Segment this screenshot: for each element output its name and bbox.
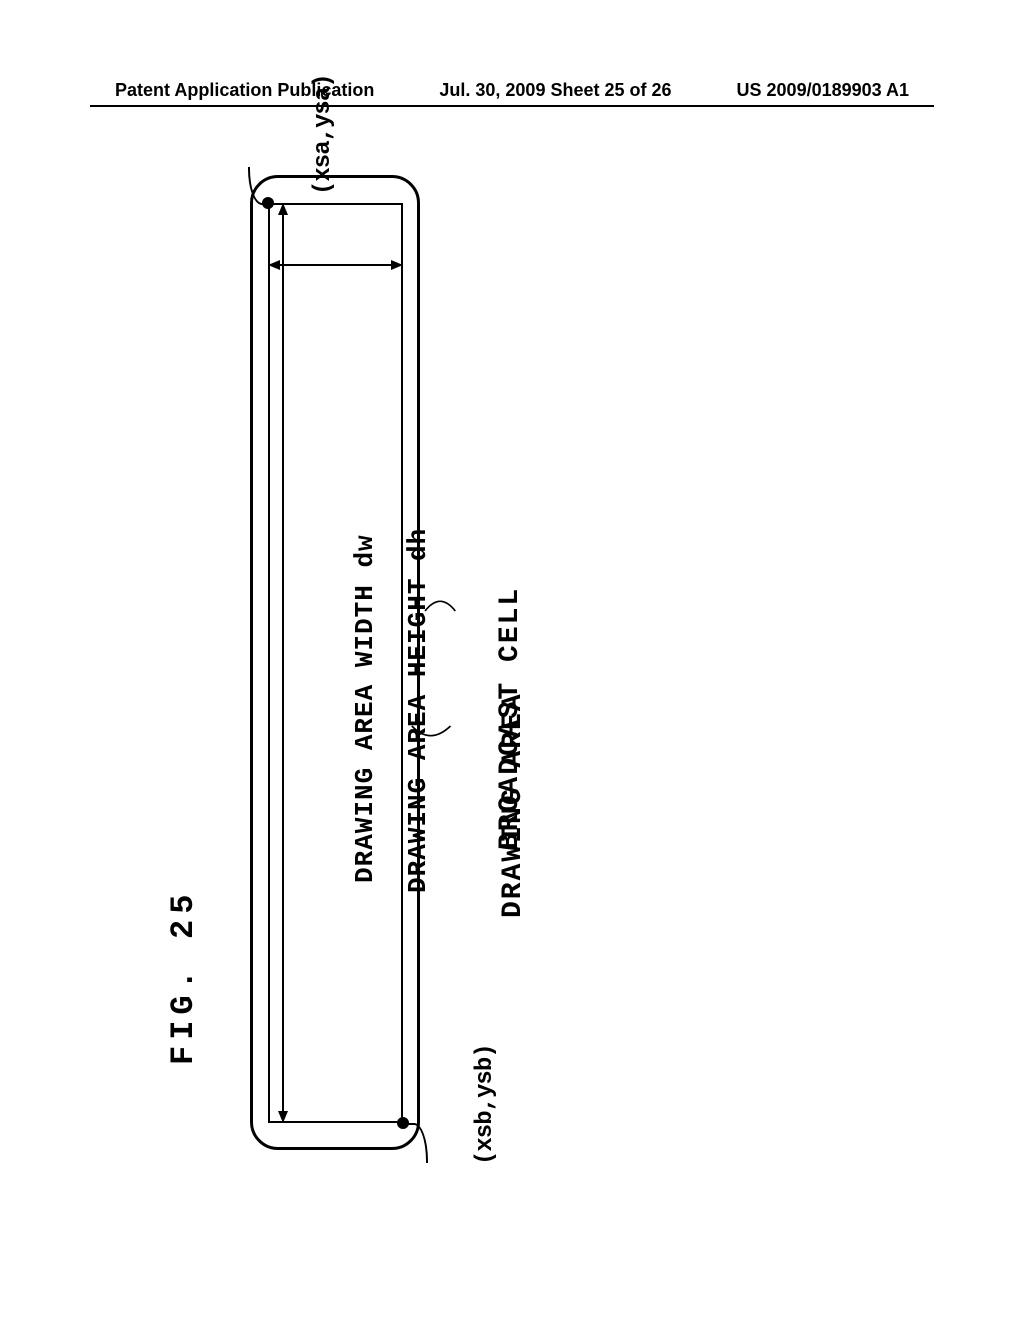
broadcast-cell-leader: [420, 590, 462, 632]
drawing-area-label: DRAWING AREA: [498, 692, 529, 918]
coord-b-label: (xsb,ysb): [472, 1044, 499, 1165]
header-rule: [90, 105, 934, 107]
width-label: DRAWING AREA WIDTH dw: [350, 534, 380, 883]
figure-label: FIG. 25: [165, 889, 202, 1065]
height-dimension-arrow: [283, 203, 284, 1123]
page-header: Patent Application Publication Jul. 30, …: [0, 80, 1024, 101]
figure-diagram: (xsa,ysa) DRAWING AREA WIDTH dw DRAWING …: [250, 155, 870, 1175]
coord-b-leader: [400, 1123, 428, 1163]
drawing-area-leader: [403, 705, 461, 747]
header-center: Jul. 30, 2009 Sheet 25 of 26: [439, 80, 671, 101]
header-right: US 2009/0189903 A1: [737, 80, 909, 101]
